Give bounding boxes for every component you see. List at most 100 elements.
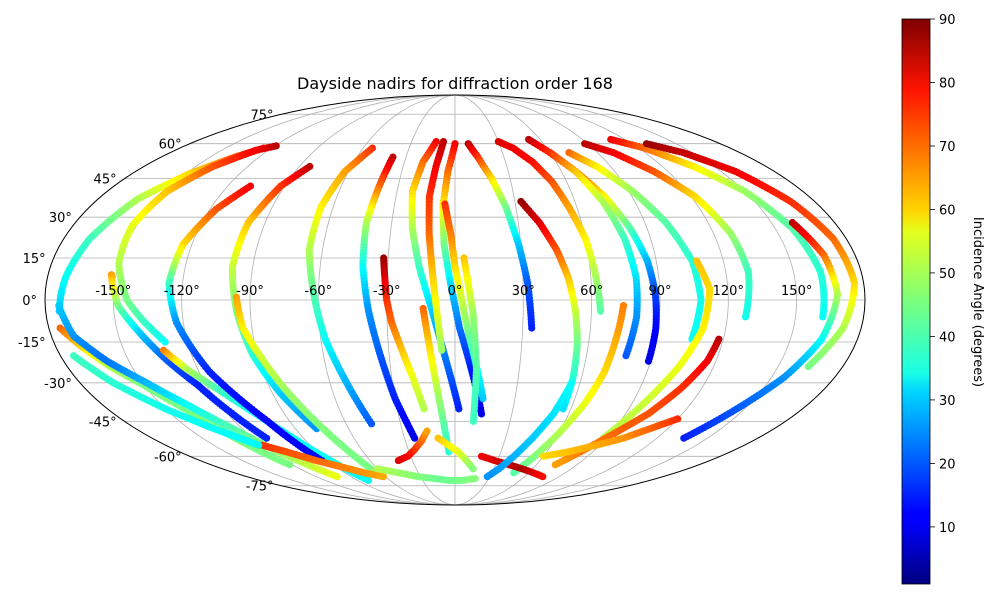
colorbar-ticks: 10 20 30 40 50 60 70 80 90 <box>930 13 956 536</box>
longitude-tick-label: -60° <box>304 284 332 299</box>
latitude-tick-label: -15° <box>18 336 46 351</box>
track <box>380 254 428 413</box>
data-point <box>423 427 431 435</box>
data-point <box>644 357 653 365</box>
longitude-tick-label: -120° <box>164 284 200 299</box>
data-point <box>379 473 387 481</box>
track <box>408 137 463 413</box>
grid-meridian <box>454 94 798 506</box>
colorbar-label: Incidence Angle (degrees) <box>970 217 985 387</box>
data-point <box>262 434 271 442</box>
track <box>464 140 536 332</box>
longitude-tick-label: 0° <box>448 284 463 299</box>
track <box>394 427 431 465</box>
data-point <box>471 474 479 483</box>
track <box>643 140 859 371</box>
latitude-tick-label: 15° <box>23 252 46 267</box>
longitude-tick-label: 120° <box>713 284 744 299</box>
track <box>305 144 376 428</box>
data-point <box>596 307 605 315</box>
track <box>115 142 280 346</box>
chart-title: Dayside nadirs for diffraction order 168 <box>297 74 613 93</box>
track <box>510 302 628 477</box>
track <box>232 293 381 477</box>
track <box>599 257 714 442</box>
track <box>525 135 641 360</box>
track <box>581 140 753 321</box>
data-point <box>411 434 419 442</box>
colorbar-tick-label: 10 <box>939 521 956 536</box>
longitude-tick-label: 30° <box>512 284 535 299</box>
data-point <box>469 417 477 425</box>
track <box>70 352 263 449</box>
data-point <box>680 434 688 442</box>
data-point <box>674 415 682 423</box>
data-points <box>55 135 859 485</box>
track <box>165 182 326 465</box>
track <box>565 148 705 343</box>
longitude-tick-labels: -150° -120° -90° -60° -30° 0° 30° 60° 90° 120° 150… <box>95 284 812 299</box>
data-point <box>539 473 547 481</box>
data-point <box>286 461 294 469</box>
data-point <box>420 405 428 413</box>
track <box>373 465 479 485</box>
data-point <box>510 469 518 477</box>
longitude-tick-label: -30° <box>373 284 401 299</box>
data-point <box>477 410 486 418</box>
colorbar-tick-label: 60 <box>939 203 956 218</box>
longitude-tick-label: 90° <box>648 284 671 299</box>
track <box>460 254 481 425</box>
data-point <box>804 363 812 371</box>
longitude-tick-label: -90° <box>236 284 264 299</box>
data-point <box>469 465 477 473</box>
data-point <box>367 420 376 428</box>
track <box>107 271 271 442</box>
track <box>494 137 605 315</box>
track <box>258 441 387 481</box>
latitude-tick-label: 0° <box>22 294 37 309</box>
colorbar-tick-label: 20 <box>939 457 956 472</box>
latitude-tick-label: 60° <box>159 138 182 153</box>
longitude-tick-label: 150° <box>781 284 812 299</box>
colorbar <box>901 18 931 585</box>
latitude-tick-label: 75° <box>250 108 273 123</box>
data-point <box>622 352 630 360</box>
track <box>483 379 576 481</box>
data-point <box>528 324 536 332</box>
map-boundary <box>44 94 866 506</box>
colorbar-tick-label: 80 <box>939 77 956 92</box>
track <box>359 153 419 442</box>
data-point <box>479 394 487 403</box>
data-point <box>483 473 491 481</box>
latitude-tick-label: -60° <box>154 450 182 465</box>
colorbar-tick-label: 70 <box>939 140 956 155</box>
latitude-tick-label: -45° <box>89 415 117 430</box>
latitude-tick-labels: -75° -60° -45° -30° -15° 0° 15° 30° 45° 60° 75° <box>18 108 274 494</box>
latitude-tick-label: -30° <box>44 377 72 392</box>
data-point <box>255 441 263 449</box>
track <box>539 415 682 460</box>
latitude-tick-label: 30° <box>49 211 72 226</box>
data-point <box>819 313 827 321</box>
data-point <box>364 476 373 485</box>
latitude-tick-label: 45° <box>94 173 117 188</box>
track <box>517 197 581 413</box>
colorbar-tick-label: 30 <box>939 394 956 409</box>
track <box>680 218 842 442</box>
track <box>425 137 448 354</box>
colorbar-tick-label: 90 <box>939 13 956 28</box>
data-point <box>741 313 750 321</box>
data-point <box>551 461 559 469</box>
latitude-tick-label: -75° <box>246 480 274 495</box>
data-point <box>438 346 446 354</box>
data-point <box>161 338 169 346</box>
track <box>434 434 477 473</box>
track <box>419 304 453 456</box>
longitude-tick-label: -150° <box>95 284 131 299</box>
longitude-tick-label: 60° <box>580 284 603 299</box>
data-point <box>455 405 463 413</box>
data-point <box>333 473 341 481</box>
colorbar-tick-label: 40 <box>939 330 956 345</box>
colorbar-tick-label: 50 <box>939 267 956 282</box>
